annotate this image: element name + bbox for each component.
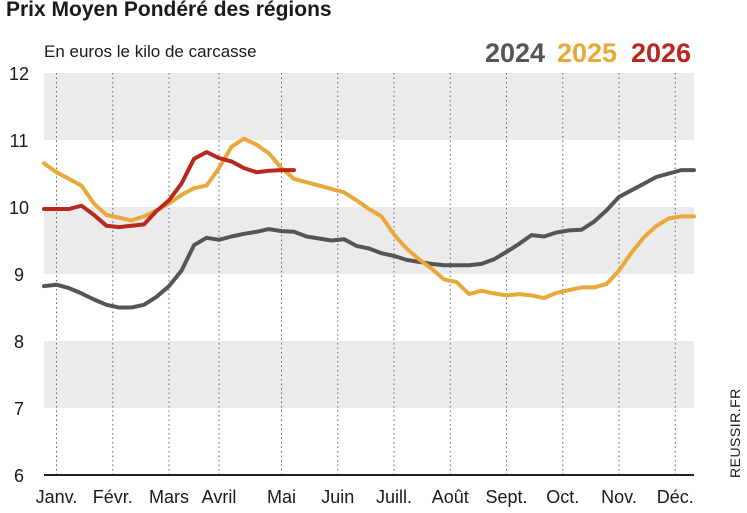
y-tick-label-11: 11 (10, 131, 29, 151)
y-tick-label-12: 12 (9, 64, 29, 84)
series-layer (42, 136, 696, 310)
y-tick-label-9: 9 (14, 265, 24, 285)
legend-item-2025: 2025 (557, 38, 617, 68)
y-axis-ticks: 6 7 8 9 10 11 12 (9, 64, 29, 486)
grid-band-11-12 (44, 73, 694, 140)
x-axis-month-labels: Janv. Févr. Mars Avril Mai Juin Juill. Août Sept… (36, 487, 694, 507)
chart-title: Prix Moyen Pondéré des régions (6, 0, 332, 21)
x-tick-label-8: Sept. (485, 487, 527, 507)
x-tick-label-10: Nov. (601, 487, 637, 507)
x-tick-label-6: Juill. (376, 487, 412, 507)
x-tick-label-2: Mars (149, 487, 189, 507)
x-tick-label-4: Mai (267, 487, 296, 507)
source-credit: REUSSIR.FR (727, 388, 743, 478)
x-tick-label-11: Déc. (657, 487, 694, 507)
y-tick-label-7: 7 (14, 399, 24, 419)
legend-item-2024: 2024 (485, 38, 545, 68)
legend: 2024 2025 2026 (485, 38, 691, 68)
y-tick-label-10: 10 (9, 198, 29, 218)
series-line-2026 (42, 150, 296, 230)
x-tick-label-9: Oct. (546, 487, 579, 507)
x-tick-label-7: Août (432, 487, 469, 507)
background-bands (44, 73, 694, 408)
x-tick-label-0: Janv. (36, 487, 78, 507)
chart-subtitle: En euros le kilo de carcasse (44, 42, 257, 61)
legend-item-2026: 2026 (631, 38, 691, 68)
grid-band-7-8 (44, 341, 694, 408)
x-tick-label-3: Avril (202, 487, 237, 507)
y-tick-label-8: 8 (14, 332, 24, 352)
series-line-2024 (42, 168, 696, 310)
x-tick-label-5: Juin (321, 487, 354, 507)
x-tick-label-1: Févr. (93, 487, 133, 507)
y-tick-label-6: 6 (14, 466, 24, 486)
series-line-2025 (42, 136, 696, 301)
